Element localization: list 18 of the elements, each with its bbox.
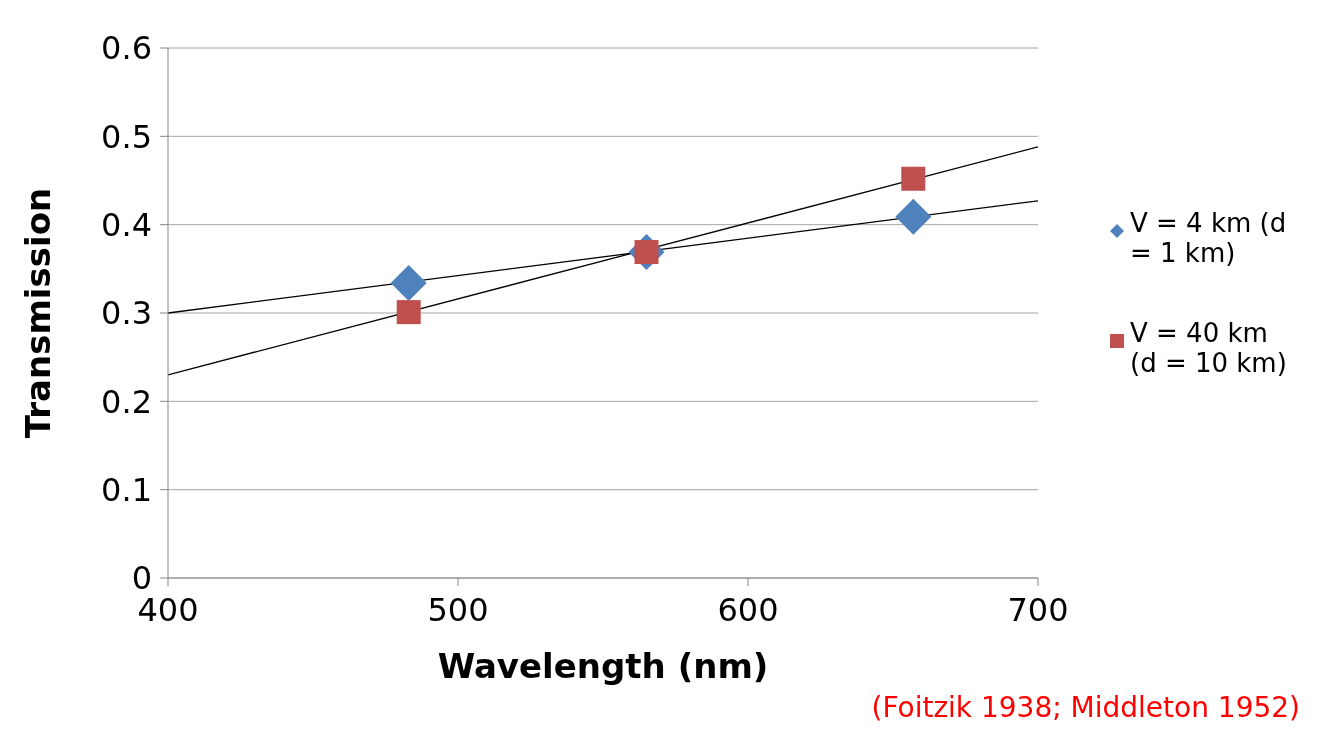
legend-label: V = 4 km (d = 1 km) [1130,208,1288,268]
y-tick-label: 0.2 [101,382,152,421]
x-tick-label: 700 [1007,590,1069,629]
point [901,166,926,191]
y-axis-title: Transmission [18,187,59,439]
point [390,264,427,301]
x-tick-label: 600 [717,590,779,629]
x-tick-label: 500 [427,590,489,629]
y-tick-label: 0.6 [101,29,152,68]
y-tick-label: 0.5 [101,117,152,156]
y-tick-label: 0.3 [101,294,152,333]
y-tick-label: 0.1 [101,471,152,510]
x-axis-title: Wavelength (nm) [437,646,769,686]
y-tick-label: 0.4 [101,206,152,245]
legend-label: V = 40 km (d = 10 km) [1130,318,1288,378]
point [895,198,932,235]
point [396,300,421,325]
text: (Foitzik 1938; Middleton 1952) [871,691,1300,724]
